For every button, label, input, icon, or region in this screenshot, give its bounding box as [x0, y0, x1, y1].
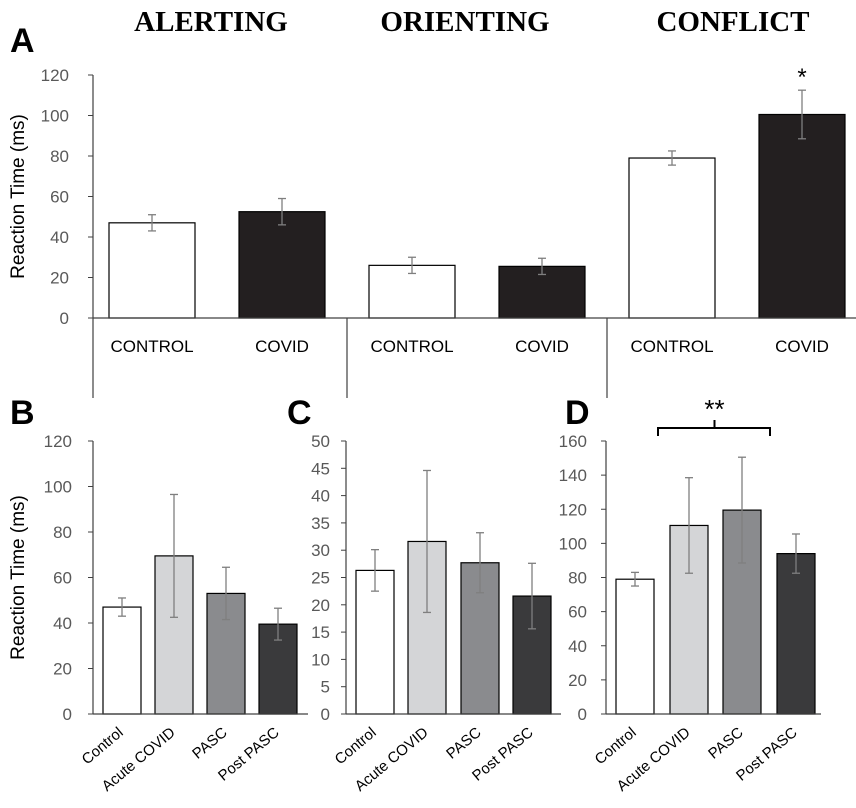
y-tick-label: 25 [311, 569, 330, 588]
y-tick-label: 60 [50, 188, 69, 207]
y-tick-label: 40 [50, 228, 69, 247]
bar-a-4 [628, 157, 716, 319]
y-tick-label: 40 [53, 614, 72, 633]
y-tick-label: 40 [568, 637, 587, 656]
y-tick-label: 120 [41, 66, 69, 85]
y-axis-label: Reaction Time (ms) [8, 495, 29, 660]
x-category-label: COVID [255, 337, 309, 356]
y-tick-label: 80 [50, 147, 69, 166]
y-tick-label: 100 [41, 107, 69, 126]
y-tick-label: 80 [568, 569, 587, 588]
y-tick-label: 160 [559, 432, 587, 451]
significance-marker: * [797, 64, 806, 91]
y-tick-label: 20 [311, 596, 330, 615]
y-tick-label: 50 [311, 432, 330, 451]
x-category-label: CONTROL [370, 337, 453, 356]
section-title: CONFLICT [656, 6, 809, 38]
bar-a-0 [108, 222, 196, 319]
y-tick-label: 100 [44, 478, 72, 497]
y-tick-label: 20 [50, 269, 69, 288]
x-category-label: PASC [189, 724, 230, 763]
y-tick-label: 40 [311, 487, 330, 506]
significance-marker: ** [704, 394, 724, 424]
bar-d-0 [615, 578, 655, 715]
bar-c-0 [355, 569, 395, 715]
y-tick-label: 100 [559, 534, 587, 553]
x-category-label: PASC [705, 724, 746, 763]
y-axis-label: Reaction Time (ms) [8, 114, 29, 279]
bar-d-3 [776, 553, 816, 715]
x-category-label: Control [592, 724, 640, 768]
panel-letter-d: D [565, 394, 590, 432]
y-tick-label: 120 [44, 432, 72, 451]
bar-a-5 [758, 113, 846, 319]
y-tick-label: 35 [311, 514, 330, 533]
bar-a-2 [368, 264, 456, 319]
x-category-label: PASC [443, 724, 484, 763]
panel-letter-b: B [10, 394, 35, 432]
significance-bracket [657, 427, 771, 436]
y-tick-label: 30 [311, 541, 330, 560]
x-category-label: COVID [775, 337, 829, 356]
y-tick-label: 120 [559, 500, 587, 519]
y-tick-label: 0 [578, 705, 587, 724]
y-tick-label: 80 [53, 523, 72, 542]
y-tick-label: 60 [53, 569, 72, 588]
y-tick-label: 0 [321, 705, 330, 724]
y-tick-label: 20 [568, 671, 587, 690]
y-tick-label: 20 [53, 660, 72, 679]
section-title: ALERTING [134, 6, 288, 38]
panel-letter-c: C [287, 394, 312, 432]
y-tick-label: 5 [321, 678, 330, 697]
section-title: ORIENTING [380, 6, 549, 38]
bar-b-0 [102, 606, 142, 715]
bar-a-1 [238, 211, 326, 319]
y-tick-label: 10 [311, 650, 330, 669]
y-tick-label: 140 [559, 466, 587, 485]
y-tick-label: 45 [311, 459, 330, 478]
y-tick-label: 0 [60, 309, 69, 328]
x-category-label: COVID [515, 337, 569, 356]
panel-letter-a: A [10, 22, 35, 60]
x-category-label: CONTROL [110, 337, 193, 356]
x-category-label: Control [79, 724, 127, 768]
y-tick-label: 60 [568, 603, 587, 622]
y-tick-label: 0 [63, 705, 72, 724]
x-category-label: Control [332, 724, 380, 768]
y-tick-label: 15 [311, 623, 330, 642]
x-category-label: CONTROL [630, 337, 713, 356]
